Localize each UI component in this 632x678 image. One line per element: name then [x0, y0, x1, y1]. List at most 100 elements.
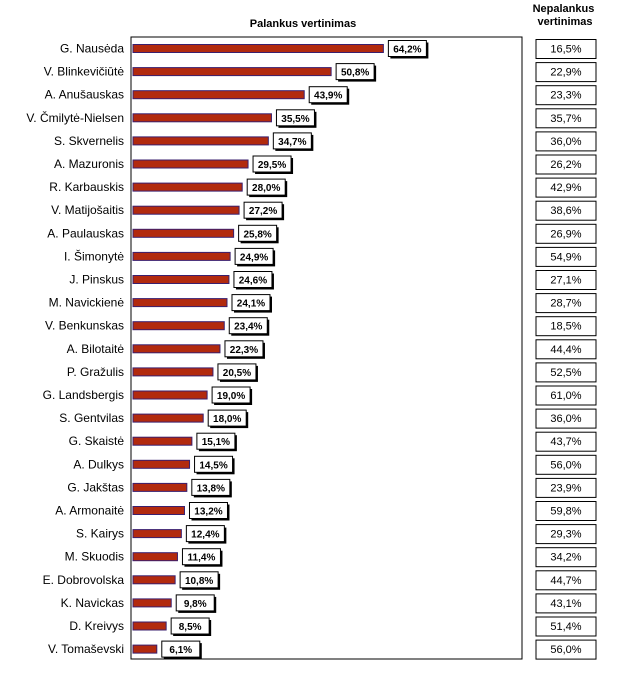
category-label: E. Dobrovolska: [43, 573, 125, 587]
side-column-title-line-2: vertinimas: [537, 16, 592, 28]
unfavorable-cell: [535, 131, 597, 152]
bar: [132, 113, 272, 123]
unfavorable-value: 29,3%: [550, 529, 581, 541]
value-label: 43,9%: [314, 91, 342, 102]
unfavorable-cell: [535, 570, 597, 591]
category-label: M. Navickienė: [49, 296, 125, 310]
unfavorable-cell: [535, 639, 597, 660]
unfavorable-value: 38,6%: [550, 205, 581, 217]
chart-marks: G. Nausėda 64,2% 16,5% V. Blinkevičiūtė 50,8…: [26, 39, 597, 660]
unfavorable-value: 26,9%: [550, 228, 581, 240]
unfavorable-value: 61,0%: [550, 390, 581, 402]
category-label: A. Anušauskas: [45, 88, 124, 102]
category-label: V. Čmilytė-Nielsen: [26, 110, 124, 125]
value-label: 8,5%: [179, 622, 202, 633]
value-label-box: [161, 640, 201, 658]
unfavorable-value: 23,9%: [550, 482, 581, 494]
category-label: V. Benkunskas: [45, 319, 124, 333]
category-label: G. Nausėda: [60, 42, 124, 56]
bar: [132, 552, 178, 562]
unfavorable-value: 36,0%: [550, 413, 581, 425]
unfavorable-value: 34,2%: [550, 552, 581, 564]
unfavorable-value: 52,5%: [550, 367, 581, 379]
unfavorable-cell: [535, 246, 597, 267]
value-label-box: [194, 455, 234, 473]
category-label: A. Armonaitė: [55, 504, 124, 518]
value-label-box: [207, 409, 247, 427]
unfavorable-value: 43,1%: [550, 598, 581, 610]
unfavorable-cell: [535, 270, 597, 290]
bar: [132, 159, 249, 169]
value-label-box: [335, 63, 375, 81]
value-label-box: [275, 109, 315, 127]
category-label: A. Mazuronis: [54, 157, 124, 171]
bar: [132, 529, 182, 539]
value-label-box: [185, 525, 225, 543]
value-label: 24,9%: [240, 252, 268, 263]
bar: [132, 575, 176, 585]
value-label-box: [170, 617, 210, 635]
category-label: G. Jakštas: [67, 480, 124, 494]
unfavorable-value: 54,9%: [550, 251, 581, 263]
value-label-box: [191, 478, 231, 496]
value-label: 23,4%: [234, 322, 262, 333]
bar: [132, 275, 230, 284]
side-column-title-line-1: Nepalankus: [533, 3, 595, 15]
unfavorable-cell: [535, 85, 597, 106]
category-label: A. Dulkys: [73, 457, 124, 471]
value-label: 29,5%: [258, 160, 286, 171]
bar: [132, 344, 221, 354]
unfavorable-value: 16,5%: [550, 44, 581, 56]
category-label: J. Pinskus: [69, 273, 124, 287]
bar: [132, 182, 243, 192]
unfavorable-cell: [535, 154, 597, 175]
value-label-box: [224, 340, 264, 358]
unfavorable-cell: [535, 223, 597, 244]
unfavorable-value: 43,7%: [550, 436, 581, 448]
bar: [132, 413, 204, 423]
unfavorable-cell: [535, 616, 597, 637]
bar: [132, 228, 235, 238]
unfavorable-cell: [535, 339, 597, 360]
bar: [132, 205, 240, 215]
unfavorable-cell: [535, 177, 597, 198]
unfavorable-value: 28,7%: [550, 298, 581, 310]
unfavorable-cell: [535, 454, 597, 475]
value-label: 28,0%: [252, 183, 280, 194]
value-label: 50,8%: [341, 68, 369, 79]
value-label-box: [246, 178, 286, 196]
bar: [132, 644, 158, 654]
value-label: 22,3%: [230, 345, 258, 356]
value-label: 27,2%: [249, 206, 277, 217]
unfavorable-cell: [535, 477, 597, 498]
unfavorable-value: 44,7%: [550, 575, 581, 587]
value-label-box: [188, 502, 228, 519]
unfavorable-value: 56,0%: [550, 644, 581, 656]
category-label: S. Kairys: [76, 527, 124, 541]
category-label: A. Bilotaitė: [67, 342, 125, 356]
unfavorable-cell: [535, 408, 597, 429]
unfavorable-value: 42,9%: [550, 182, 581, 194]
unfavorable-value: 56,0%: [550, 459, 581, 471]
bar: [132, 390, 208, 400]
value-label-box: [243, 201, 283, 219]
value-label-box: [308, 86, 348, 104]
value-label-box: [175, 594, 215, 612]
unfavorable-cell: [535, 62, 597, 83]
value-label-box: [181, 548, 221, 566]
value-label: 64,2%: [393, 45, 421, 56]
unfavorable-cell: [535, 39, 597, 59]
value-label: 9,8%: [184, 599, 207, 610]
unfavorable-cell: [535, 200, 597, 221]
unfavorable-cell: [535, 524, 597, 545]
bar: [132, 298, 228, 308]
value-label-box: [196, 432, 236, 450]
category-label: G. Landsbergis: [43, 388, 124, 402]
unfavorable-cell: [535, 316, 597, 337]
value-label-box: [179, 571, 219, 589]
category-label: A. Paulauskas: [47, 226, 124, 240]
value-label: 35,5%: [281, 114, 309, 125]
value-label: 34,7%: [278, 137, 306, 148]
unfavorable-cell: [535, 431, 597, 452]
